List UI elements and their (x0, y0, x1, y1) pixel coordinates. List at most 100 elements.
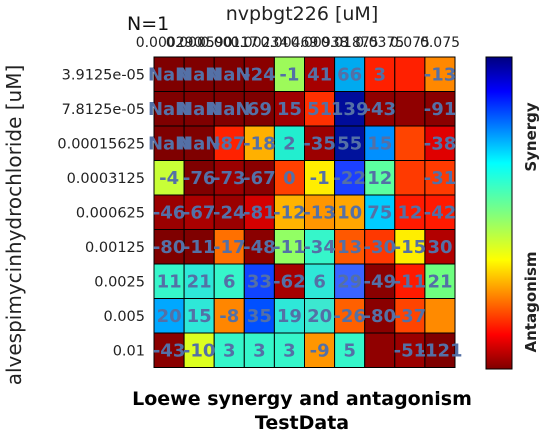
heatmap-cell (364, 332, 396, 368)
heatmap-cell (424, 125, 456, 161)
colorbar-label-antagonism: Antagonism (522, 251, 540, 352)
cell-value-label: -8 (219, 306, 239, 327)
heatmap-cell (183, 91, 215, 127)
heatmap-cell (243, 332, 275, 368)
heatmap-cell (334, 332, 366, 368)
heatmap-cell (183, 160, 215, 196)
cell-value-label: 10 (337, 202, 362, 223)
cell-value-label: -10 (183, 340, 216, 361)
heatmap-cell (273, 298, 305, 334)
cell-value-label: 55 (337, 133, 362, 154)
x-tick-label: 0.075 (390, 35, 430, 51)
bottom-subtitle: TestData (255, 412, 349, 433)
heatmap-cell (273, 194, 305, 230)
heatmap-cell (424, 194, 456, 230)
cell-value-label: 6 (223, 271, 236, 292)
y-tick-label: 0.000625 (76, 205, 145, 221)
heatmap-cell (153, 56, 185, 92)
cell-value-label: NaN (208, 99, 250, 120)
cell-value-label: -49 (364, 271, 397, 292)
heatmap-cell (273, 332, 305, 368)
heatmap-cell (243, 56, 275, 92)
cell-value-label: -91 (424, 99, 457, 120)
heatmap-cell (183, 229, 215, 265)
cell-value-label: NaN (178, 64, 220, 85)
heatmap-cell (243, 125, 275, 161)
cell-value-label: -31 (424, 168, 457, 189)
cell-value-label: -1 (310, 168, 330, 189)
heatmap-cell (364, 263, 396, 299)
cell-value-label: -12 (273, 202, 306, 223)
heatmap-cell (183, 298, 215, 334)
heatmap-cell (424, 298, 456, 334)
cell-value-label: -24 (243, 64, 276, 85)
cell-value-label: 15 (367, 133, 392, 154)
heatmap-cell (424, 332, 456, 368)
heatmap-cell (424, 91, 456, 127)
n-label: N=1 (127, 13, 169, 35)
cell-value-label: 12 (397, 202, 422, 223)
cell-value-label: 20 (157, 306, 182, 327)
heatmap-cell (213, 194, 245, 230)
cell-value-label: 29 (337, 271, 362, 292)
heatmap-cell (334, 160, 366, 196)
heatmap-cell (304, 263, 336, 299)
y-axis-title: alvespimycinhydrochloride [uM] (2, 65, 26, 386)
y-tick-label: 0.0003125 (67, 171, 145, 187)
cell-value-label: -22 (333, 168, 366, 189)
heatmap-cell (273, 160, 305, 196)
heatmap-cell (394, 56, 426, 92)
heatmap-cell (334, 91, 366, 127)
heatmap-cell (424, 160, 456, 196)
colorbar-label-synergy: Synergy (522, 102, 540, 172)
heatmap-cell (183, 263, 215, 299)
y-tick-label: 0.0025 (94, 274, 145, 290)
heatmap-cells (153, 56, 456, 368)
cell-value-label: -67 (243, 168, 276, 189)
cell-value-label: -62 (273, 271, 306, 292)
heatmap-cell (424, 229, 456, 265)
cell-value-label: 139 (331, 99, 369, 120)
cell-value-label: -24 (213, 202, 246, 223)
heatmap-cell (364, 160, 396, 196)
cell-value-label: -35 (303, 133, 336, 154)
heatmap-cell (334, 229, 366, 265)
cell-value-label: -76 (183, 168, 216, 189)
cell-value-label: -4 (159, 168, 179, 189)
cell-value-label: NaN (178, 99, 220, 120)
cell-value-label: 6 (313, 271, 326, 292)
heatmap-cell (213, 332, 245, 368)
x-tick-label: 0.00469 (260, 35, 318, 51)
cell-value-label: -87 (213, 133, 246, 154)
cell-value-label: 19 (277, 306, 302, 327)
heatmap-cell (304, 229, 336, 265)
x-tick-labels: 0.0002900.0005900.001170.002340.004690.0… (136, 35, 460, 51)
y-tick-label: 0.00125 (85, 240, 145, 256)
heatmap-cell (394, 91, 426, 127)
cell-value-label: 11 (157, 271, 182, 292)
cell-value-label: -37 (394, 306, 427, 327)
heatmap-cell (364, 125, 396, 161)
cell-value-label: 3 (253, 340, 266, 361)
x-tick-label: 0.00117 (200, 35, 258, 51)
cell-value-label: 35 (247, 306, 272, 327)
cell-value-label: 15 (277, 99, 302, 120)
heatmap-cell (394, 332, 426, 368)
cell-value-label: 33 (247, 271, 272, 292)
heatmap-cell (153, 125, 185, 161)
cell-value-label: 41 (307, 64, 332, 85)
x-tick-label: 0.000290 (136, 35, 203, 51)
heatmap-cell (394, 298, 426, 334)
heatmap-cell (334, 125, 366, 161)
cell-value-label: -46 (153, 202, 186, 223)
heatmap-cell (243, 263, 275, 299)
cell-value-label: 66 (337, 64, 362, 85)
x-tick-label: 0.01875 (321, 35, 379, 51)
cell-value-label: -15 (394, 237, 427, 258)
heatmap-cell (153, 263, 185, 299)
heatmap-cell (213, 160, 245, 196)
heatmap-cell (364, 91, 396, 127)
cell-value-label: 30 (427, 237, 452, 258)
cell-value-label: 5 (343, 340, 356, 361)
